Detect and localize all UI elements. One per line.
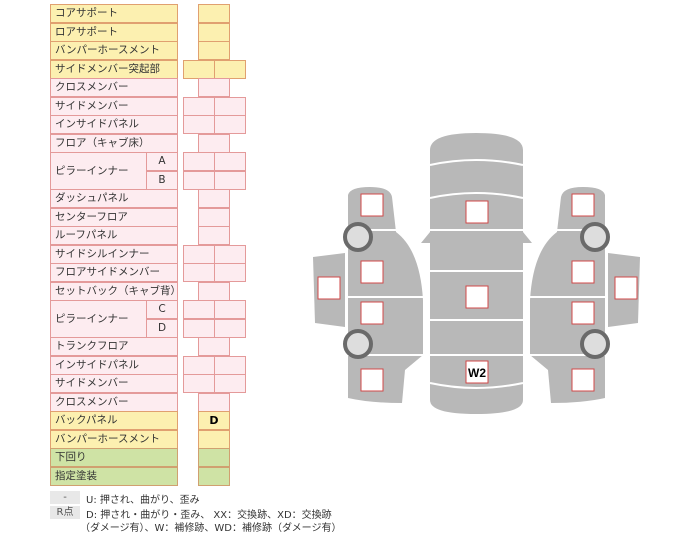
panel-box-left-rear[interactable] (360, 368, 384, 392)
legend-text-1: U: 押され、曲がり、歪み (86, 495, 200, 506)
row-label: バンパーホースメント (50, 41, 178, 60)
car-top-body (421, 133, 532, 414)
panel-box-right-door-front[interactable] (571, 260, 595, 284)
panel-box-trunk[interactable] (465, 360, 489, 384)
legend-text-3: （ダメージ有）、W：補修跡、WD：補修跡（ダメージ有） (80, 523, 342, 534)
legend-key-dash: - (50, 491, 80, 504)
row-label: クロスメンバー (50, 392, 178, 412)
row-label: フロア（キャブ床） (50, 133, 178, 153)
value-cell-right[interactable] (214, 318, 246, 338)
panel-box-roof[interactable] (465, 200, 489, 224)
row-label: サイドメンバー (50, 96, 178, 116)
wheel-icon (343, 329, 373, 359)
row-label: サイドメンバー突起部 (50, 59, 178, 79)
row-label: インサイドパネル (50, 115, 178, 134)
value-cell-right[interactable] (214, 115, 246, 134)
panel-box-left-door-front[interactable] (360, 260, 384, 284)
row-label: フロアサイドメンバー (50, 263, 178, 282)
value-cell-right[interactable] (214, 170, 246, 190)
value-cell-right[interactable] (214, 374, 246, 393)
row-label: ピラーインナー (50, 300, 147, 338)
row-sub-label: A (146, 152, 178, 171)
panel-box-left-door-rear[interactable] (360, 301, 384, 325)
w2-mark: W2 (468, 366, 486, 380)
row-label: 下回り (50, 448, 178, 467)
legend-text-2: D: 押され・曲がり・歪み、 XX：交換跡、XD：交換跡 (86, 510, 332, 521)
value-cell-right[interactable] (214, 59, 246, 79)
row-label: サイドシルインナー (50, 244, 178, 264)
row-label: センターフロア (50, 207, 178, 227)
row-sub-label: C (146, 300, 178, 319)
panel-box-right-rear[interactable] (571, 368, 595, 392)
row-label: 指定塗装 (50, 466, 178, 486)
panel-box-right-mirror-door[interactable] (614, 276, 638, 300)
row-label: クロスメンバー (50, 78, 178, 97)
value-cell-right[interactable] (214, 263, 246, 282)
panel-box-center[interactable] (465, 285, 489, 309)
wheel-icon (580, 222, 610, 252)
row-label: バンパーホースメント (50, 429, 178, 449)
value-cell[interactable] (198, 466, 230, 486)
panel-box-left-front[interactable] (360, 193, 384, 217)
panel-box-right-front[interactable] (571, 193, 595, 217)
wheel-icon (580, 329, 610, 359)
panel-box-left-mirror-door[interactable] (317, 276, 341, 300)
row-label: ピラーインナー (50, 152, 147, 190)
legend-key-r: R点 (50, 506, 80, 519)
row-label: バックパネル (50, 411, 178, 430)
panel-box-right-door-rear[interactable] (571, 301, 595, 325)
wheel-icon (343, 222, 373, 252)
car-left-side (348, 187, 423, 403)
